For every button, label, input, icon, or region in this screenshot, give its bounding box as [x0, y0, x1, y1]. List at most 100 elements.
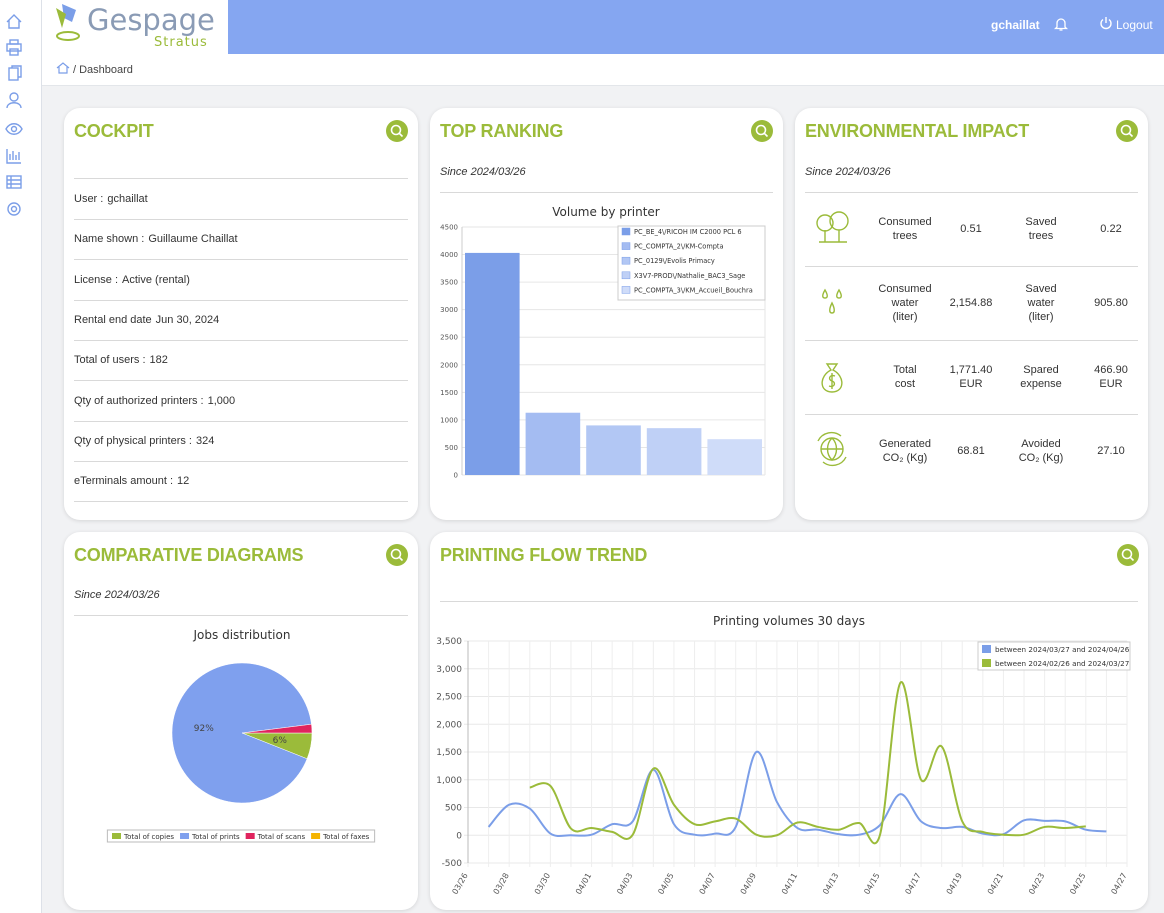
- env-right-label: Spared expense: [1020, 364, 1062, 390]
- separator: [805, 340, 1138, 341]
- x-tick-label: 04/01: [574, 872, 593, 896]
- legend-swatch: [180, 833, 190, 839]
- cockpit-item: Qty of physical printers : 324: [74, 421, 408, 462]
- y-tick-label: 1,500: [436, 748, 462, 758]
- x-tick-label: 04/23: [1027, 872, 1046, 896]
- user-name[interactable]: gchaillat: [991, 18, 1040, 32]
- item-value: Jun 30, 2024: [155, 313, 220, 326]
- legend-swatch: [621, 242, 631, 250]
- cockpit-item: Name shown : Guillaume Chaillat: [74, 219, 408, 261]
- item-label: Qty of physical printers :: [74, 434, 192, 447]
- card-title: ENVIRONMENTAL IMPACT: [805, 121, 1029, 141]
- x-tick-label: 04/11: [780, 872, 799, 896]
- top-ranking-card: TOP RANKING Since 2024/03/26 Volume by p…: [430, 108, 783, 520]
- since-text: Since 2024/03/26: [440, 166, 526, 178]
- item-value: gchaillat: [107, 193, 148, 205]
- item-label: User :: [74, 193, 104, 205]
- y-tick-label: 0: [456, 831, 462, 841]
- zoom-icon: [390, 124, 404, 138]
- breadcrumb-text: / Dashboard: [73, 64, 133, 76]
- logo-name: Gespage: [87, 3, 215, 37]
- bar: [586, 425, 641, 475]
- zoom-button[interactable]: [386, 120, 408, 142]
- x-tick-label: 03/30: [533, 872, 552, 896]
- cockpit-item: User : gchaillat: [74, 179, 408, 220]
- zoom-button[interactable]: [1117, 544, 1139, 566]
- legend-box: [106, 829, 376, 843]
- breadcrumb-home[interactable]: [56, 62, 70, 74]
- nav-settings[interactable]: [7, 202, 21, 216]
- nav-home[interactable]: [6, 14, 22, 29]
- legend-label: Total of copies: [123, 833, 174, 841]
- y-tick-label: 0: [454, 472, 458, 480]
- tree-icon: [816, 211, 849, 243]
- nav-watch[interactable]: [5, 123, 23, 135]
- logo-sub: Stratus: [154, 35, 208, 50]
- y-tick-label: 2000: [440, 361, 458, 369]
- y-tick-label: 4500: [440, 224, 458, 232]
- nav-stats[interactable]: [6, 149, 21, 164]
- legend-box: [617, 225, 766, 301]
- y-tick-label: 2,500: [436, 693, 462, 703]
- zoom-button[interactable]: [751, 120, 773, 142]
- nav-list[interactable]: [6, 175, 22, 189]
- legend-swatch: [982, 659, 991, 667]
- legend-swatch: [982, 645, 991, 653]
- card-title: TOP RANKING: [440, 121, 564, 141]
- zoom-button[interactable]: [1116, 120, 1138, 142]
- item-value: 182: [149, 354, 168, 367]
- logo[interactable]: Gespage Stratus: [42, 0, 228, 54]
- legend-swatch: [311, 833, 321, 839]
- env-right-label: Avoided CO₂ (Kg): [1018, 438, 1064, 464]
- y-tick-label: 500: [445, 804, 462, 814]
- zoom-icon: [755, 124, 769, 138]
- x-tick-label: 04/07: [698, 872, 717, 896]
- card-title: COCKPIT: [74, 121, 154, 141]
- x-tick-label: 04/03: [615, 872, 634, 896]
- cockpit-item: License : Active (rental): [74, 260, 408, 301]
- pie-slice: [171, 662, 312, 804]
- env-left-value: 68.81: [957, 445, 985, 457]
- y-tick-label: 2,000: [436, 720, 462, 730]
- money-icon: [821, 363, 843, 393]
- legend-label: Total of scans: [257, 833, 306, 841]
- y-tick-label: 1,000: [436, 776, 462, 786]
- separator: [805, 414, 1138, 415]
- item-value: 12: [177, 475, 190, 488]
- zoom-button[interactable]: [386, 544, 408, 566]
- legend-label: PC_0129\/Evolis Primacy: [634, 257, 715, 265]
- y-tick-label: 3000: [440, 306, 458, 314]
- separator: [440, 192, 773, 193]
- separator: [440, 601, 1138, 602]
- x-tick-label: 04/19: [945, 872, 964, 896]
- chart-title: Printing volumes 30 days: [713, 614, 865, 628]
- item-value: Guillaume Chaillat: [148, 233, 238, 246]
- slice-label: 92%: [194, 724, 214, 734]
- nav-users[interactable]: [6, 92, 22, 109]
- bar: [646, 428, 702, 475]
- bell-icon[interactable]: [1054, 16, 1068, 32]
- nav-print[interactable]: [6, 39, 22, 56]
- x-tick-label: 03/26: [450, 872, 469, 896]
- env-left-value: 2,154.88: [949, 297, 993, 309]
- legend-swatch: [621, 227, 631, 236]
- co2-icon: [817, 431, 847, 467]
- since-text: Since 2024/03/26: [74, 589, 160, 601]
- separator: [74, 178, 408, 179]
- x-tick-label: 03/28: [492, 872, 511, 896]
- legend-label: PC_BE_4\/RICOH IM C2000 PCL 6: [634, 228, 742, 236]
- item-label: Qty of authorized printers :: [74, 394, 204, 407]
- item-value: 324: [196, 434, 215, 447]
- logout-icon[interactable]: [1099, 16, 1113, 30]
- bar-chart: Volume by printer 0 500 1000 1500 2000 2500 300…: [440, 205, 766, 480]
- x-tick-label: 04/15: [862, 872, 881, 896]
- nav-documents[interactable]: [8, 65, 22, 81]
- pie-chart: Jobs distribution 6% 92% Total of copies Tot…: [106, 628, 376, 843]
- environmental-card: ENVIRONMENTAL IMPACT Since 2024/03/26 Co…: [795, 108, 1148, 520]
- env-left-value: 0.51: [960, 223, 982, 235]
- item-label: Rental end date: [74, 313, 152, 326]
- cockpit-card: COCKPIT User : gchaillat Name shown : Guill…: [64, 108, 418, 520]
- logout-link[interactable]: Logout: [1116, 18, 1153, 32]
- slice-label: 6%: [273, 736, 288, 746]
